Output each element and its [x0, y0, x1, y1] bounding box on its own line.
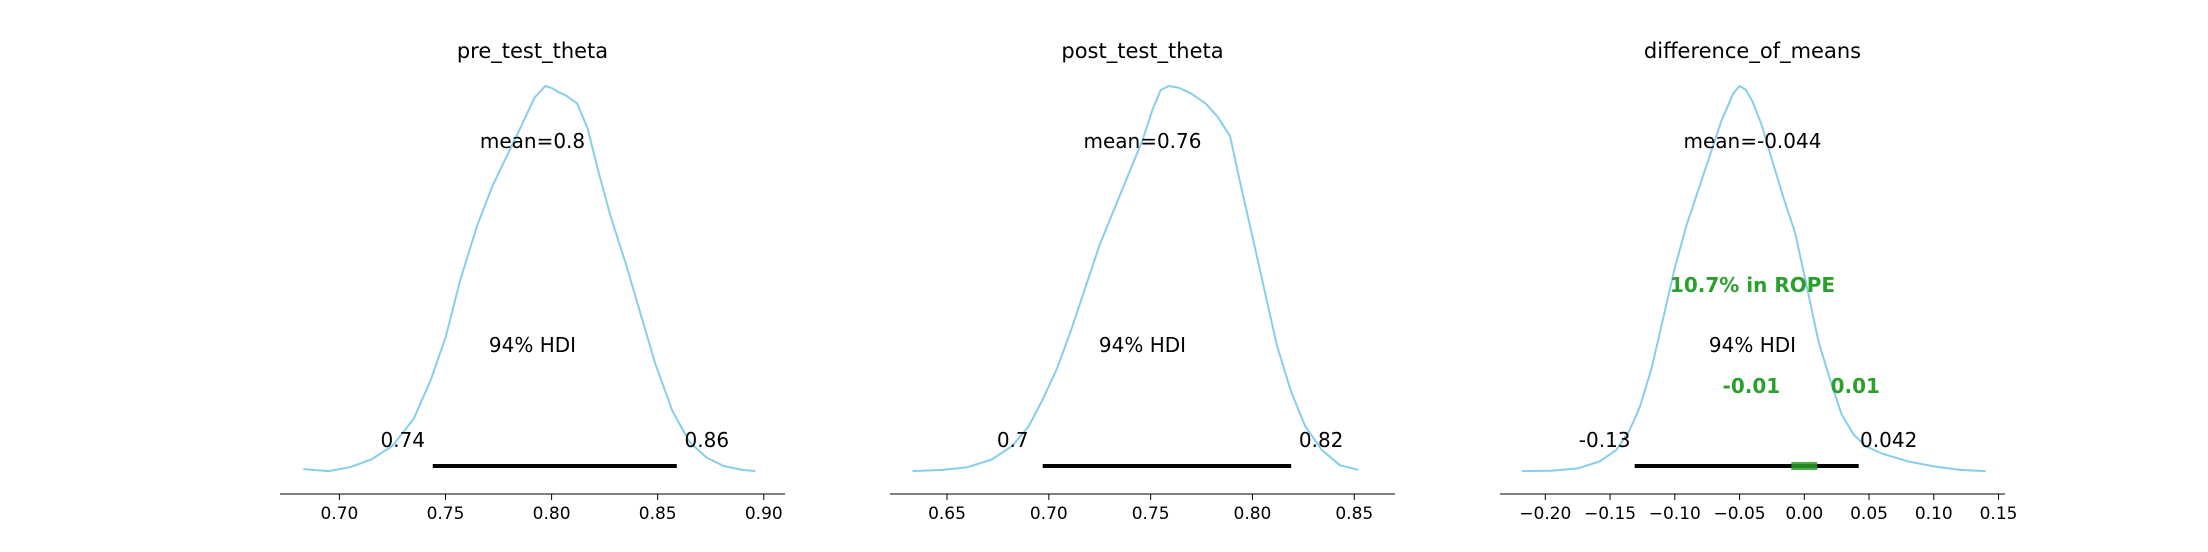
x-tick-label: 0.05: [1850, 504, 1888, 524]
panel-title: pre_test_theta: [457, 39, 608, 64]
x-tick-label: 0.80: [1234, 504, 1272, 524]
rope-lower-label: -0.01: [1723, 374, 1781, 398]
hdi-lower-label: -0.13: [1579, 428, 1631, 452]
rope-marker: [1791, 462, 1818, 470]
hdi-lower-label: 0.74: [381, 428, 426, 452]
mean-label: mean=0.8: [480, 129, 585, 153]
x-tick-label: 0.75: [427, 504, 465, 524]
x-tick-label: 0.85: [1335, 504, 1373, 524]
x-tick-label: 0.80: [533, 504, 571, 524]
density-curve: [303, 85, 756, 473]
hdi-label: 94% HDI: [489, 333, 576, 357]
density-curve: [912, 85, 1359, 473]
mean-label: mean=0.76: [1083, 129, 1201, 153]
hdi-upper-label: 0.86: [685, 428, 730, 452]
x-tick-label: −0.05: [1713, 504, 1765, 524]
panel-difference_of_means: difference_of_means mean=-0.044 10.7% in R…: [1500, 39, 2017, 524]
x-tick-label: 0.70: [1030, 504, 1068, 524]
x-tick-label: 0.00: [1785, 504, 1823, 524]
rope-upper-label: 0.01: [1831, 374, 1880, 398]
x-tick-label: 0.10: [1915, 504, 1953, 524]
density-curve: [1521, 85, 1986, 473]
panel-post_test_theta: post_test_theta mean=0.76 94% HDI 0.7 0.82 0.…: [890, 39, 1395, 524]
x-tick-label: 0.75: [1132, 504, 1170, 524]
panel-title: difference_of_means: [1644, 39, 1861, 64]
x-tick-label: 0.70: [320, 504, 358, 524]
x-tick-label: 0.65: [928, 504, 966, 524]
x-tick-label: −0.20: [1519, 504, 1571, 524]
x-tick-label: −0.10: [1649, 504, 1701, 524]
panel-pre_test_theta: pre_test_theta mean=0.8 94% HDI 0.74 0.86 0.7…: [280, 39, 785, 524]
rope-label: 10.7% in ROPE: [1670, 273, 1835, 297]
x-tick-label: −0.15: [1584, 504, 1636, 524]
hdi-label: 94% HDI: [1709, 333, 1796, 357]
hdi-upper-label: 0.82: [1299, 428, 1344, 452]
hdi-label: 94% HDI: [1099, 333, 1186, 357]
panel-title: post_test_theta: [1061, 39, 1223, 64]
hdi-upper-label: 0.042: [1860, 428, 1917, 452]
x-tick-label: 0.85: [639, 504, 677, 524]
hdi-lower-label: 0.7: [997, 428, 1029, 452]
x-tick-label: 0.15: [1980, 504, 2018, 524]
x-tick-label: 0.90: [745, 504, 783, 524]
mean-label: mean=-0.044: [1684, 129, 1822, 153]
